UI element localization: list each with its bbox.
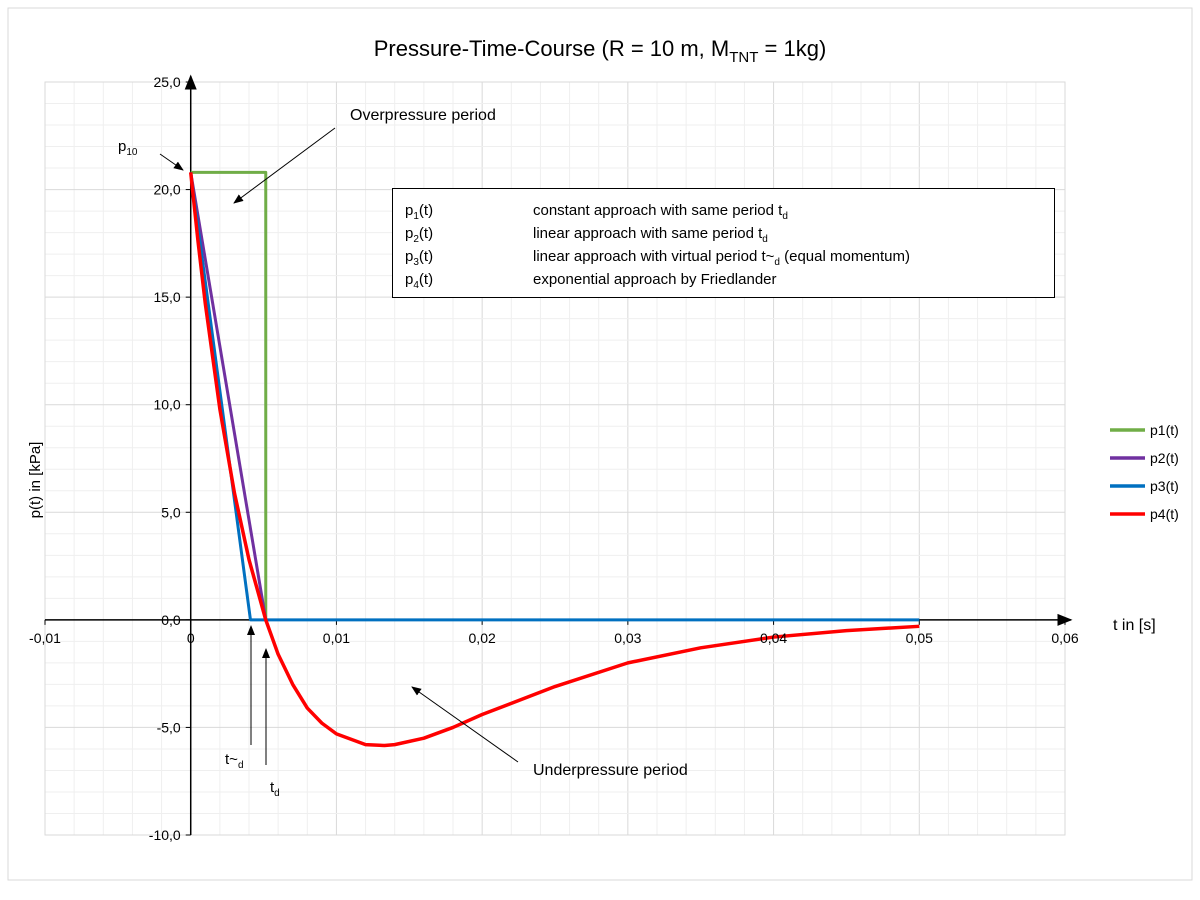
x-axis-label: t in [s]	[1113, 617, 1156, 634]
y-tick-label: 25,0	[153, 74, 180, 90]
series-description: constant approach with same period td	[533, 202, 788, 222]
legend: p1(t) p2(t) p3(t) p4(t)	[1110, 422, 1179, 522]
y-tick-label: 0,0	[161, 612, 181, 628]
x-tick-label: 0,06	[1051, 630, 1078, 646]
underpressure-label: Underpressure period	[533, 762, 688, 779]
y-tick-label: 10,0	[153, 397, 180, 413]
series-line-p4t	[188, 172, 920, 748]
td-label: td	[270, 779, 280, 799]
x-tick-label: 0,02	[469, 630, 496, 646]
x-tick-label: 0,04	[760, 630, 787, 646]
annotations: p10 Overpressure period Underpressure pe…	[118, 107, 688, 799]
description-row: p2(t) linear approach with same period td	[405, 222, 1054, 245]
description-row: p1(t) constant approach with same period …	[405, 199, 1054, 222]
series-line-p1t	[190, 170, 268, 620]
overpressure-arrow	[233, 127, 336, 204]
chart-title: Pressure-Time-Course (R = 10 m, MTNT = 1…	[374, 36, 827, 66]
p10-arrow	[159, 153, 184, 171]
tick-labels: -10,0 -5,0 0,0 5,0 10,0 15,0 20,0 25,0 -0,01 0 0,0…	[29, 74, 1079, 843]
x-tick-label: 0,01	[323, 630, 350, 646]
series-line-p2t	[189, 172, 268, 621]
x-tick-label: 0,03	[614, 630, 641, 646]
series-group	[188, 170, 920, 748]
chart-border	[7, 7, 1193, 881]
series-line-p3t	[189, 172, 920, 622]
y-tick-label: -10,0	[149, 827, 181, 843]
legend-label: p3(t)	[1150, 478, 1179, 494]
x-tick-label: -0,01	[29, 630, 61, 646]
description-row: p3(t) linear approach with virtual period…	[405, 245, 1054, 268]
series-name: p2(t)	[405, 225, 434, 245]
description-box: p1(t) constant approach with same period …	[392, 188, 1055, 298]
y-tick-label: -5,0	[157, 719, 181, 735]
series-name: p1(t)	[405, 202, 434, 222]
series-description: linear approach with same period td	[533, 225, 768, 245]
overpressure-label: Overpressure period	[350, 107, 496, 124]
legend-label: p2(t)	[1150, 450, 1179, 466]
series-name: p4(t)	[405, 271, 434, 291]
series-description: exponential approach by Friedlander	[533, 271, 777, 288]
y-tick-label: 15,0	[153, 289, 180, 305]
legend-label: p4(t)	[1150, 506, 1179, 522]
x-tick-label: 0,05	[906, 630, 933, 646]
underpressure-arrow	[411, 686, 519, 763]
p10-label: p10	[118, 138, 138, 158]
y-tick-label: 20,0	[153, 182, 180, 198]
plot-area	[44, 81, 1066, 836]
x-tick-label: 0	[187, 630, 195, 646]
y-axis-label: p(t) in [kPa]	[27, 442, 44, 519]
series-name: p3(t)	[405, 248, 434, 268]
y-tick-label: 5,0	[161, 504, 181, 520]
legend-label: p1(t)	[1150, 422, 1179, 438]
description-row: p4(t) exponential approach by Friedlander	[405, 268, 1054, 291]
td-virtual-label: t~d	[225, 751, 244, 771]
series-description: linear approach with virtual period t~d …	[533, 248, 911, 268]
